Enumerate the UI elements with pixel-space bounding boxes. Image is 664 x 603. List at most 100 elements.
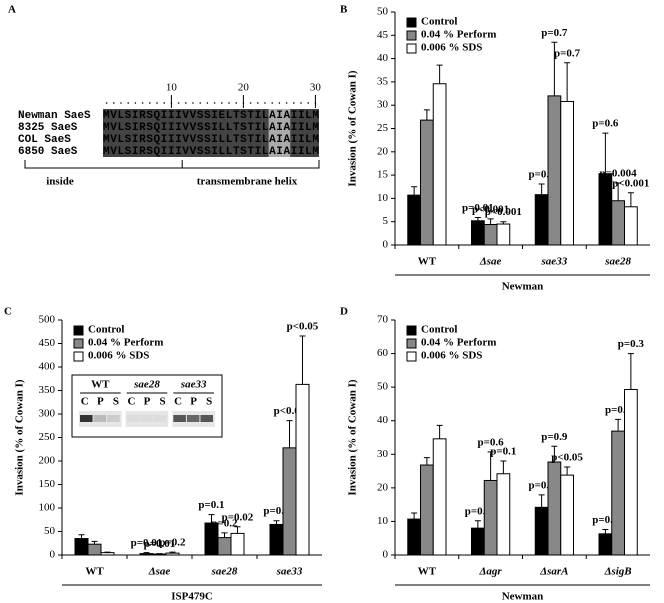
ruler-dot: [235, 102, 237, 104]
p-value: p<0.05: [287, 321, 319, 333]
legend-label: 0.04 % Perform: [421, 337, 496, 349]
error-bar: [627, 353, 634, 390]
error-bar: [208, 514, 215, 524]
y-tick-label: 60: [377, 347, 389, 359]
bar: [217, 537, 232, 556]
legend-swatch: [406, 351, 417, 362]
bar: [100, 552, 115, 556]
bar: [496, 473, 511, 556]
x-tick-label: ΔsigB: [604, 566, 632, 578]
legend-label: 0.006 % SDS: [421, 350, 482, 362]
gel-band: [80, 415, 93, 422]
inset-group: WT: [91, 379, 110, 391]
ruler-dot: [120, 102, 122, 104]
bar: [471, 220, 485, 246]
ruler-dot: [278, 102, 281, 104]
p-value: p<0.05: [551, 452, 583, 464]
y-tick-label: 30: [377, 448, 389, 460]
ruler-dot: [264, 102, 266, 104]
error-bar: [78, 534, 85, 539]
gel-band: [107, 415, 120, 422]
inset-lane: S: [159, 396, 165, 408]
y-axis-title: Invasion (% of Cowan I): [347, 379, 359, 495]
ruler-dot: [192, 102, 194, 104]
ruler-dot: [105, 102, 108, 104]
ruler-dot: [156, 102, 158, 104]
p-value: p=0.6: [592, 118, 619, 130]
gel-band: [153, 415, 167, 422]
sequence-bg: [103, 109, 319, 121]
bar: [496, 223, 511, 246]
bar: [471, 527, 485, 556]
ruler-dot: [249, 102, 252, 104]
bar: [598, 173, 613, 246]
error-bar: [436, 64, 443, 84]
y-tick-label: 35: [377, 75, 389, 87]
y-tick-label: 50: [44, 525, 56, 537]
ruler-dot: [293, 102, 295, 104]
p-value: p=0.6: [478, 436, 505, 448]
y-tick-label: 0: [383, 549, 389, 561]
y-tick-label: 250: [39, 431, 56, 443]
inset-group: sae33: [180, 379, 207, 391]
error-bar: [436, 424, 443, 439]
ruler-dot: [271, 102, 274, 104]
x-tick-label: sae28: [604, 256, 631, 268]
bar: [407, 518, 421, 556]
ruler-dot: [285, 102, 288, 104]
bar: [282, 447, 297, 556]
error-bar: [411, 512, 418, 520]
error-bar: [423, 109, 430, 121]
sequence-bg: [103, 121, 319, 133]
error-bar: [423, 457, 430, 466]
ruler-dot: [141, 102, 144, 104]
x-tick-label: ΔsarA: [539, 566, 568, 578]
error-bar: [564, 466, 571, 476]
region-label: inside: [46, 176, 74, 188]
error-bar: [487, 451, 494, 481]
bar: [560, 474, 574, 556]
y-tick-label: 40: [377, 414, 389, 426]
ruler-dot: [127, 102, 129, 104]
y-tick-label: 400: [39, 361, 56, 373]
y-tick-label: 25: [377, 122, 389, 134]
bar: [407, 194, 421, 246]
inset-lane: P: [190, 396, 197, 408]
ruler-dot: [228, 102, 230, 104]
bar: [230, 532, 245, 556]
bar: [269, 523, 284, 556]
y-tick-label: 350: [39, 384, 56, 396]
legend-label: Control: [88, 324, 124, 336]
legend-swatch: [73, 325, 84, 336]
p-value: p<0.001: [472, 203, 509, 215]
group-label: ISP479C: [171, 591, 213, 603]
error-bar: [474, 217, 481, 221]
legend-swatch: [406, 17, 417, 28]
error-bar: [91, 540, 98, 545]
p-value: p=0.02: [222, 511, 254, 523]
y-tick-label: 300: [39, 408, 56, 420]
gel-band: [126, 415, 140, 422]
legend-label: 0.04 % Perform: [88, 337, 163, 349]
ruler-label: 10: [166, 82, 178, 94]
bar: [420, 464, 434, 556]
bar: [483, 223, 498, 246]
y-tick-label: 500: [39, 314, 56, 326]
p-value: p=0.9: [541, 431, 568, 443]
legend-swatch: [406, 30, 417, 41]
error-bar: [615, 418, 622, 432]
sequence: MVLSIRSQIIIVVSSILLTSTILAIAIILM: [103, 134, 319, 146]
legend-label: 0.04 % Perform: [421, 29, 496, 41]
bar: [420, 119, 434, 246]
bar: [87, 543, 102, 556]
inset-group: sae28: [133, 379, 160, 391]
error-bar: [615, 182, 622, 201]
panel-letter: D: [340, 306, 348, 318]
gel-band: [173, 415, 186, 422]
error-bar: [602, 528, 609, 534]
p-value: p=0.2: [211, 517, 238, 529]
bar: [534, 194, 549, 246]
ruler-label: 20: [238, 82, 250, 94]
p-value: p=0.3: [618, 338, 645, 350]
